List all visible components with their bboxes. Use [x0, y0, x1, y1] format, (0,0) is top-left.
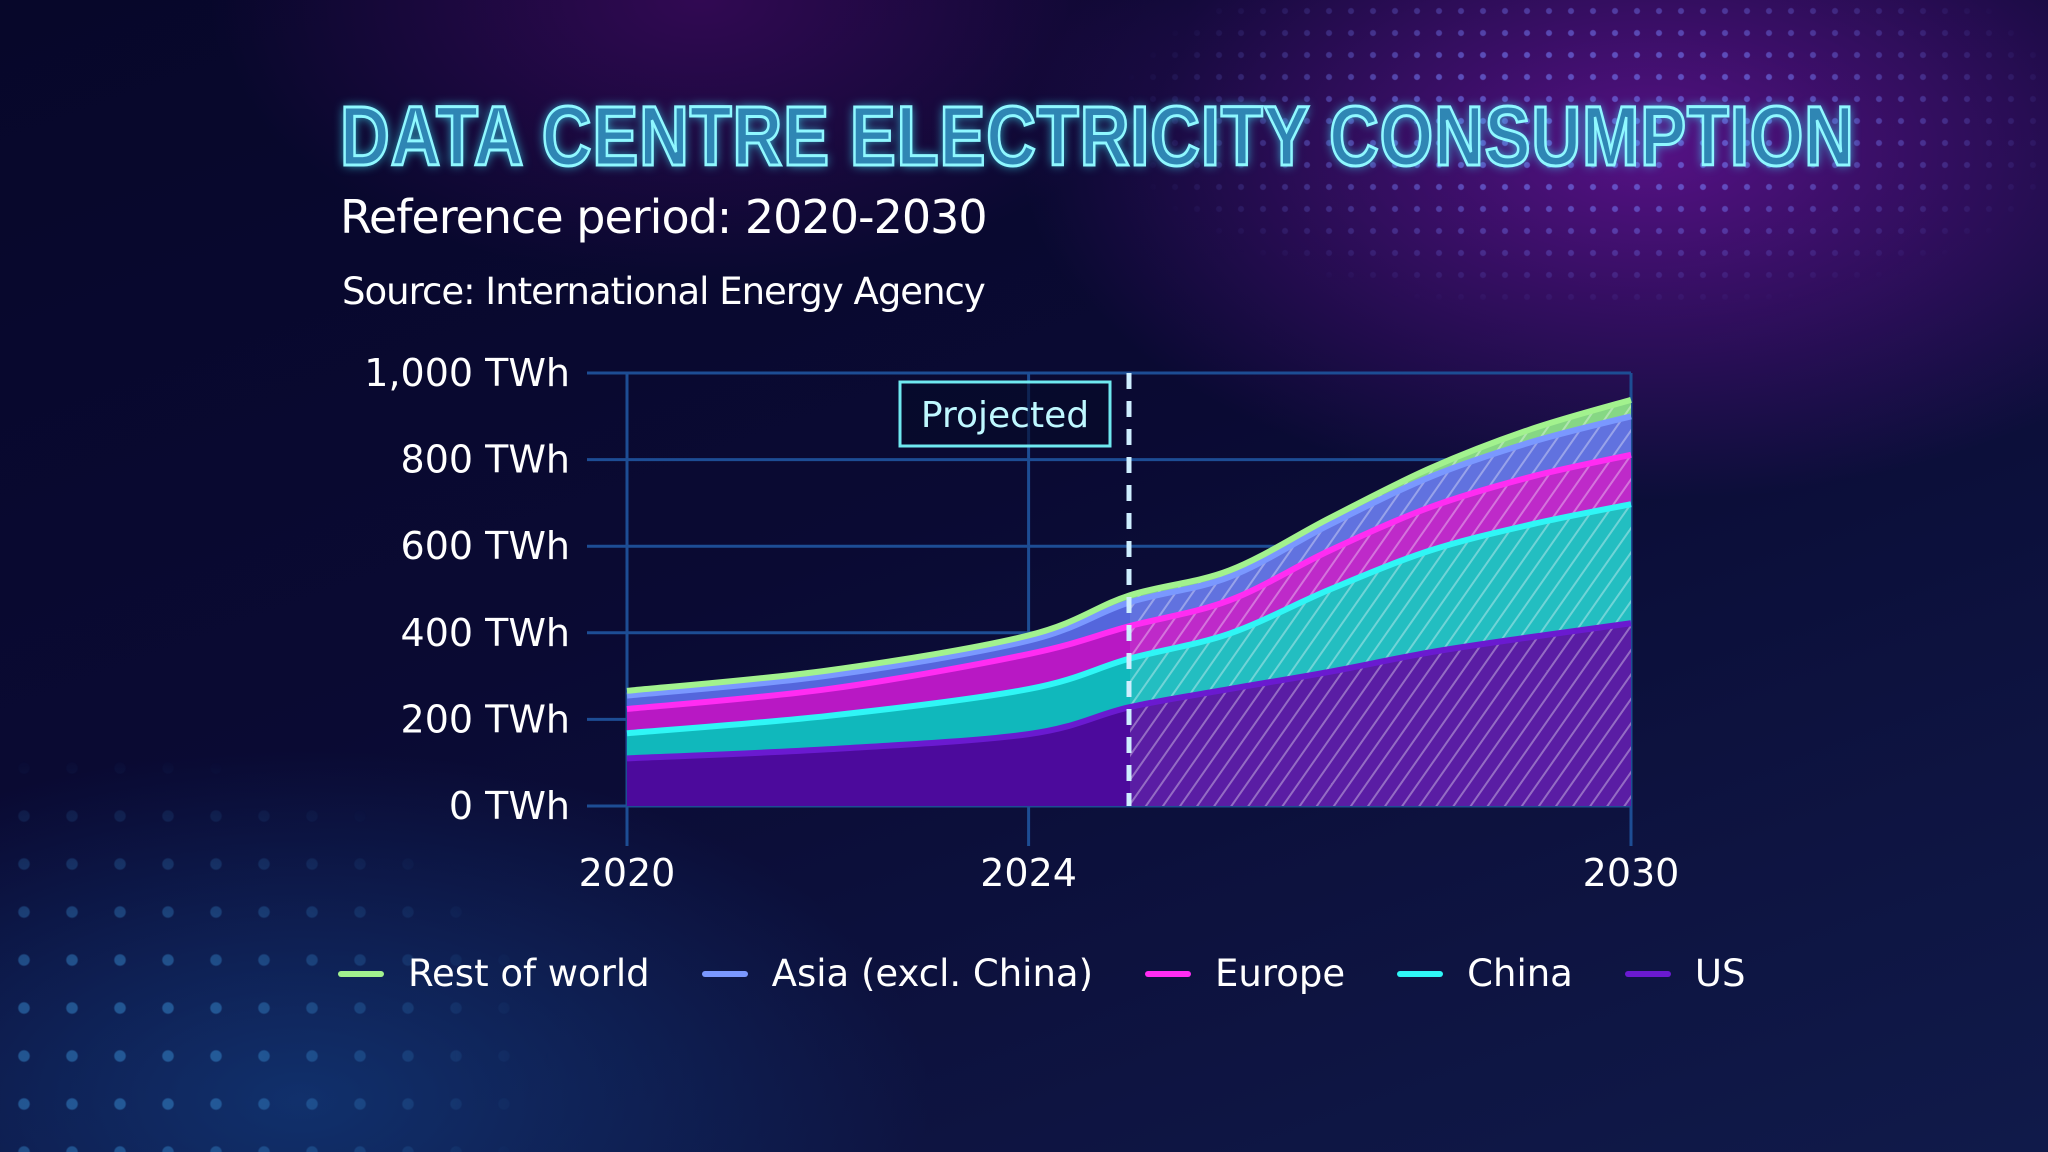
legend-label: China — [1467, 952, 1573, 995]
line-china — [626, 501, 1632, 737]
line-europe — [626, 451, 1632, 712]
legend-label: US — [1694, 952, 1746, 995]
projected-hatch-china — [1130, 504, 1631, 708]
y-tick-label: 800 TWh — [401, 438, 570, 482]
projected-hatch-europe — [1130, 454, 1631, 659]
legend-swatch — [1397, 970, 1444, 977]
x-tick-label: 2020 — [579, 851, 676, 895]
legend-swatch — [1145, 970, 1192, 977]
line-rest-of-world — [626, 396, 1632, 694]
legend-item: Europe — [1145, 952, 1345, 995]
projected-label: Projected — [921, 395, 1089, 436]
legend: Rest of world Asia (excl. China) Europe Chi… — [338, 952, 1797, 995]
legend-item: Rest of world — [338, 952, 650, 995]
legend-item: Asia (excl. China) — [701, 952, 1094, 995]
y-tick-label: 1,000 TWh — [364, 351, 570, 395]
legend-label: Europe — [1215, 952, 1346, 995]
legend-swatch — [701, 970, 748, 977]
projected-label-box — [898, 380, 1112, 448]
chart-subtitle: Reference period: 2020-2030 — [340, 190, 988, 244]
y-tick-label: 400 TWh — [401, 611, 570, 655]
y-tick-label: 200 TWh — [401, 697, 570, 741]
legend-swatch — [338, 970, 384, 977]
projected-hatch-asia-excl-china — [1130, 416, 1631, 627]
line-asia-excl-china — [626, 413, 1632, 699]
legend-item: US — [1624, 952, 1746, 995]
y-tick-label: 0 TWh — [449, 784, 570, 828]
legend-label: Rest of world — [408, 952, 650, 995]
projected-hatch-rest-of-world — [1130, 399, 1631, 603]
x-tick-label: 2030 — [1583, 851, 1680, 895]
chart-source: Source: International Energy Agency — [342, 270, 986, 313]
x-tick-label: 2024 — [980, 851, 1077, 895]
projected-hatch-us — [1130, 623, 1631, 806]
legend-item: China — [1397, 952, 1573, 995]
legend-label: Asia (excl. China) — [771, 952, 1094, 995]
line-us — [626, 620, 1632, 762]
chart-title: DATA CENTRE ELECTRICITY CONSUMPTION — [339, 88, 1855, 185]
y-tick-label: 600 TWh — [401, 524, 570, 568]
legend-swatch — [1624, 970, 1671, 977]
